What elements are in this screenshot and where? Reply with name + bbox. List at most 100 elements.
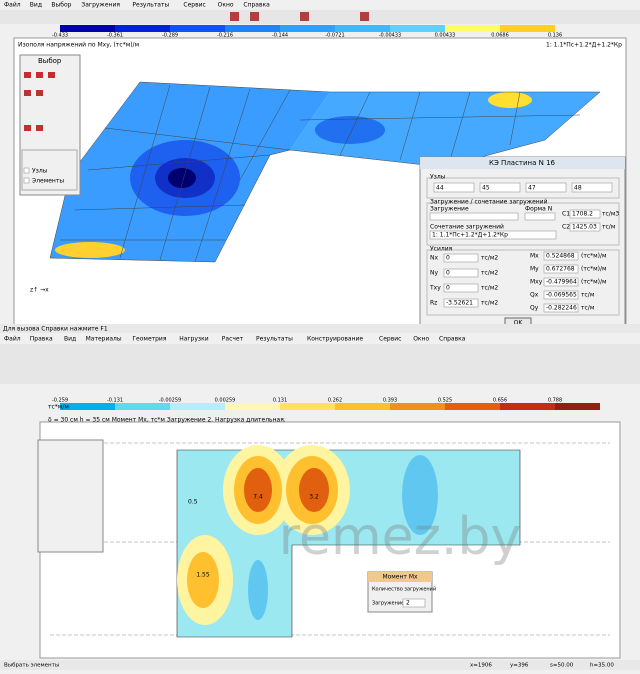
label: C1	[562, 211, 570, 218]
plot-label: 1.55	[196, 572, 210, 579]
menu-item: Окно	[413, 336, 429, 343]
status-item: h=35.00	[590, 663, 614, 669]
scale-label: -0.131	[107, 398, 123, 404]
effort-label: Ny	[430, 270, 438, 277]
effort-unit: тс/м2	[481, 255, 498, 262]
checkbox[interactable]	[23, 167, 30, 174]
effort-field	[443, 268, 479, 278]
menu-item: Загружения	[81, 2, 120, 9]
menu-item: Нагрузки	[179, 336, 209, 343]
scale-label: -0.00259	[159, 398, 181, 404]
effort-value: -0.282246	[546, 305, 577, 312]
effort-label: Nx	[430, 255, 438, 262]
scale-label: -0.144	[272, 33, 288, 39]
effort-value: 0	[446, 255, 450, 262]
effort-label: Mx	[530, 253, 539, 260]
effort-label: Qx	[530, 292, 539, 299]
menu-item: Материалы	[86, 336, 122, 343]
plot-title: Изополя напряжений по Mxy, (тс*м)/м	[18, 42, 139, 49]
effort-unit: (тс*м)/м	[581, 253, 607, 260]
checkbox[interactable]	[23, 177, 30, 184]
group-label: Усилия	[430, 246, 453, 253]
bottom-scale	[60, 403, 600, 410]
label: Сочетание загружений	[430, 224, 504, 231]
menu-item: Сервис	[379, 336, 401, 343]
node-value: 45	[482, 185, 490, 192]
effort-value: -3.52621	[446, 300, 473, 307]
plot-label: 3.2	[309, 494, 319, 501]
menu-item: Результаты	[256, 336, 293, 343]
plate	[176, 445, 521, 638]
checkbox-label: Узлы	[32, 168, 48, 175]
plot-label: 0.5	[188, 499, 198, 506]
scale-label: -0.0721	[325, 33, 344, 39]
scale-label: 0.00433	[435, 33, 456, 39]
node-field	[525, 182, 567, 193]
dialog-title: КЭ Пластина N 16	[489, 159, 556, 167]
scale-label: 0.262	[328, 398, 342, 404]
status-item: y=396	[510, 663, 529, 669]
dialog-title: Момент Mx	[382, 574, 418, 581]
scale-label: 0.0686	[491, 33, 509, 39]
label: Загружение	[430, 206, 469, 213]
effort-unit: тс/м	[581, 305, 594, 312]
menu-item: Вид	[64, 336, 76, 343]
dropdown[interactable]	[429, 212, 519, 221]
watermark: remez.by	[279, 507, 521, 567]
menu-item: Файл	[4, 336, 21, 343]
effort-field	[443, 298, 479, 308]
menu-item: Справка	[439, 336, 466, 343]
dropdown[interactable]	[524, 212, 556, 221]
comb-value: 1: 1.1*Пс+1.2*Д+1.2*Кр	[432, 232, 508, 239]
panel-title: Выбор	[38, 57, 62, 65]
menu-item: Правка	[30, 336, 53, 343]
effort-label: My	[530, 266, 539, 273]
effort-value: -0.479964	[546, 279, 577, 286]
scale-label: -0.433	[52, 33, 68, 39]
effort-label: Mxy	[530, 279, 543, 286]
label: Форма N	[525, 206, 552, 213]
effort-field	[543, 277, 579, 287]
status: Для вызова Справки нажмите F1	[3, 326, 108, 333]
node-value: 48	[574, 185, 582, 192]
menu-item: Окно	[218, 2, 234, 9]
ok-label: OK	[514, 320, 524, 327]
group-label: Загружение / сочетание загружений	[430, 199, 548, 206]
scale-label: -0.00433	[379, 33, 401, 39]
effort-unit: тс/м2	[481, 300, 498, 307]
scale-label: -0.216	[217, 33, 233, 39]
scale-label: 0.131	[273, 398, 287, 404]
scale-label: 0.656	[493, 398, 507, 404]
menu-item: Сервис	[183, 2, 205, 9]
node-value: 47	[528, 185, 536, 192]
scale-label: 0.00259	[215, 398, 236, 404]
scale-label: -0.361	[107, 33, 123, 39]
scale-label: -0.289	[162, 33, 178, 39]
effort-field	[443, 283, 479, 293]
load-value: 2	[406, 600, 410, 607]
effort-value: 0.672768	[546, 266, 575, 273]
effort-label: Txy	[429, 285, 441, 292]
menu-item: Конструирование	[307, 336, 363, 343]
axes: z↑ →x	[30, 287, 49, 294]
effort-value: 0	[446, 285, 450, 292]
scale-label: 0.393	[383, 398, 397, 404]
checkbox-label: Элементы	[32, 178, 64, 185]
effort-label: Rz	[430, 300, 437, 307]
menu-item: Результаты	[132, 2, 169, 9]
dropdown[interactable]	[429, 230, 557, 240]
scale-label: -0.259	[52, 398, 68, 404]
status-item: x=1906	[470, 663, 492, 669]
unit: тс/м3	[602, 211, 619, 218]
node-value: 44	[436, 185, 444, 192]
info: δ = 30 см h = 35 см Момент Mx, тс*м Загр…	[48, 417, 286, 424]
effort-field	[543, 264, 579, 274]
menu-item: Файл	[4, 2, 21, 9]
effort-field	[543, 251, 579, 261]
label: Количество загружений	[372, 586, 436, 593]
dropdown[interactable]	[402, 598, 426, 608]
effort-unit: тс/м	[581, 292, 594, 299]
scale-label: 0.525	[438, 398, 452, 404]
scale-label: 0.136	[548, 33, 562, 39]
